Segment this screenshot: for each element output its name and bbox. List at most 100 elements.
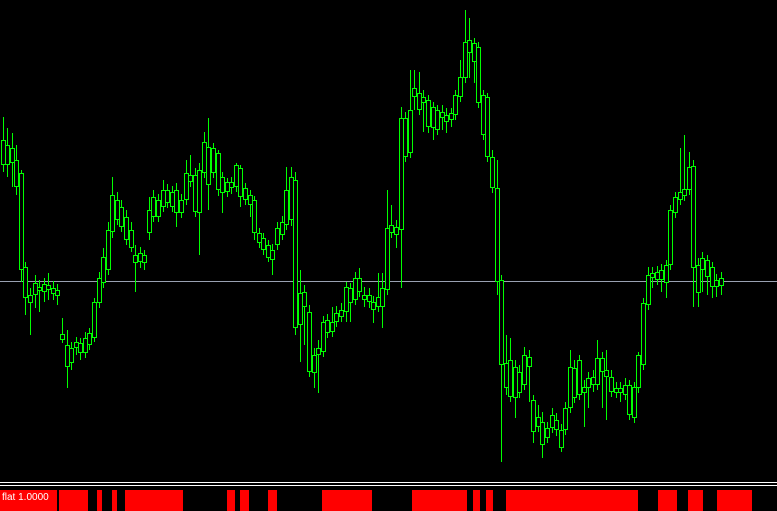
candle-body: [399, 118, 404, 230]
candle-body: [307, 312, 312, 372]
candle-body: [550, 415, 555, 428]
candle-body: [10, 148, 15, 163]
candle-body: [23, 267, 28, 298]
candle-body: [367, 295, 372, 302]
candle-body: [572, 368, 577, 398]
candle-body: [46, 285, 51, 290]
candle-body: [325, 320, 330, 333]
candle-body: [37, 287, 42, 291]
candle-body: [229, 182, 234, 188]
candle-body: [554, 420, 559, 430]
candle-body: [618, 388, 623, 393]
candle-body: [403, 118, 408, 157]
candle-body: [266, 245, 271, 258]
candle-body: [655, 272, 660, 280]
candle-body: [257, 233, 262, 243]
indicator-bar-segment: [412, 490, 467, 511]
indicator-bar-segment: [112, 490, 117, 511]
candle-body: [508, 360, 513, 397]
indicator-histogram: [0, 490, 752, 511]
candle-body: [499, 280, 504, 365]
candle-body: [142, 255, 147, 263]
candle-body: [55, 290, 60, 296]
candle-body: [344, 287, 349, 312]
indicator-bar-segment: [506, 490, 638, 511]
candle-body: [339, 310, 344, 317]
indicator-bar-segment: [59, 490, 88, 511]
candle-body: [458, 77, 463, 97]
candle-body: [220, 177, 225, 193]
candle-body: [426, 100, 431, 127]
candle-body: [14, 160, 19, 187]
candle-body: [147, 210, 152, 233]
candle-body: [357, 278, 362, 292]
candle-body: [595, 358, 600, 385]
indicator-label: flat 1.0000: [2, 492, 49, 503]
candle-body: [472, 43, 477, 62]
candle-body: [604, 370, 609, 377]
candle-body: [513, 367, 518, 398]
candle-body: [19, 173, 24, 270]
candle-body: [87, 333, 92, 345]
candle-body: [421, 97, 426, 103]
candle-body: [261, 238, 266, 250]
candle-body: [197, 170, 202, 213]
candle-body: [65, 345, 70, 367]
indicator-bar-segment: [322, 490, 372, 511]
candle-body: [490, 157, 495, 188]
candle-body: [330, 322, 335, 332]
candle-body: [504, 363, 509, 388]
candle-body: [289, 177, 294, 220]
indicator-bar-segment: [97, 490, 102, 511]
candle-body: [449, 113, 454, 120]
candle-body: [705, 260, 710, 277]
candle-body: [714, 280, 719, 287]
candle-body: [225, 182, 230, 192]
candle-body: [678, 192, 683, 200]
candle-body: [710, 267, 715, 287]
candle-body: [202, 142, 207, 173]
candle-body: [5, 145, 10, 165]
candle-body: [435, 110, 440, 130]
candle-body: [321, 322, 326, 352]
candle-body: [138, 253, 143, 262]
indicator-bar-segment: [268, 490, 277, 511]
candle-body: [719, 278, 724, 286]
candle-body: [627, 385, 632, 415]
candle-body: [687, 167, 692, 190]
candle-body: [298, 293, 303, 325]
candle-body: [641, 303, 646, 365]
candle-body: [165, 190, 170, 203]
candle-body: [536, 417, 541, 427]
candle-body: [668, 210, 673, 265]
candle-body: [248, 195, 253, 205]
candle-body: [380, 288, 385, 307]
candle-body: [124, 217, 129, 240]
candle-body: [522, 355, 527, 385]
candle-body: [216, 153, 221, 190]
candle-body: [275, 228, 280, 245]
candle-body: [193, 175, 198, 212]
candle-body: [463, 42, 468, 78]
candle-body: [467, 40, 472, 53]
candle-body: [312, 355, 317, 373]
candle-body: [293, 180, 298, 328]
candle-body: [97, 278, 102, 303]
candle-body: [284, 190, 289, 225]
candle-body: [408, 110, 413, 153]
candle-body: [179, 200, 184, 213]
candle-body: [591, 377, 596, 385]
candle-body: [600, 358, 605, 372]
candle-body: [211, 148, 216, 173]
candle-body: [440, 112, 445, 118]
candle-body: [559, 430, 564, 448]
candle-body: [476, 47, 481, 103]
candle-body: [389, 225, 394, 233]
candle-body: [696, 265, 701, 293]
candle-body: [184, 173, 189, 200]
indicator-bar-segment: [473, 490, 480, 511]
candle-body: [42, 284, 47, 292]
indicator-bar-segment: [658, 490, 677, 511]
candle-body: [577, 360, 582, 395]
